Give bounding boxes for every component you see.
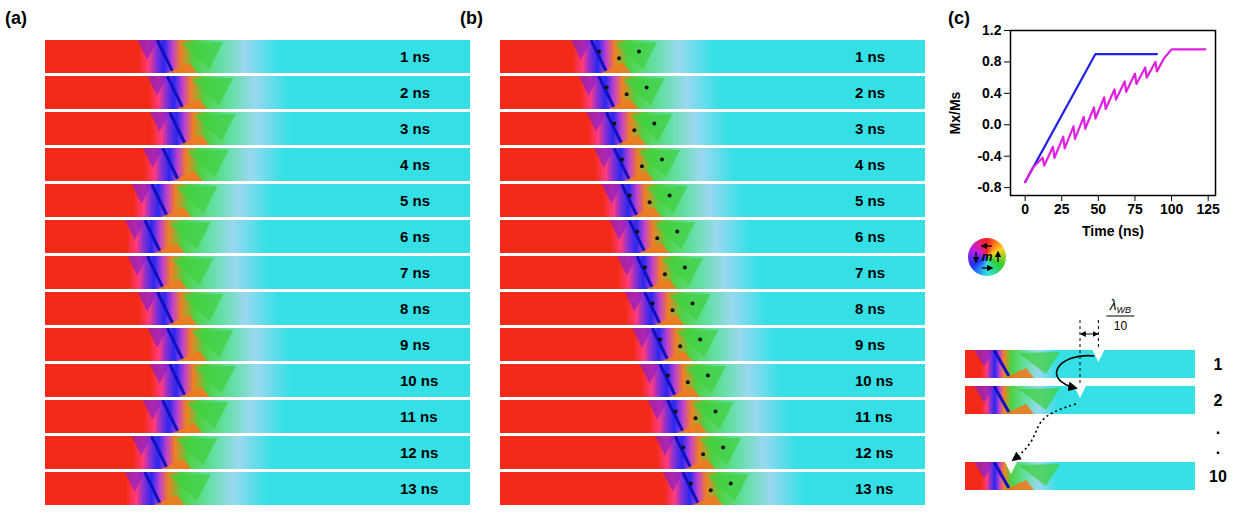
svg-text:6 ns: 6 ns: [400, 228, 430, 245]
svg-text:1: 1: [1214, 356, 1223, 373]
svg-text:8 ns: 8 ns: [855, 300, 885, 317]
svg-text:(b): (b): [460, 8, 483, 28]
svg-text:.: .: [1216, 420, 1220, 437]
svg-text:.: .: [1216, 440, 1220, 457]
svg-text:4 ns: 4 ns: [400, 156, 430, 173]
svg-text:2: 2: [1214, 392, 1223, 409]
svg-text:5 ns: 5 ns: [855, 192, 885, 209]
svg-text:Time (ns): Time (ns): [1082, 223, 1144, 239]
svg-text:8 ns: 8 ns: [400, 300, 430, 317]
svg-text:100: 100: [1160, 201, 1184, 217]
svg-text:3 ns: 3 ns: [855, 120, 885, 137]
svg-text:0.4: 0.4: [982, 85, 1002, 101]
svg-text:10 ns: 10 ns: [400, 372, 438, 389]
svg-text:0.8: 0.8: [982, 53, 1002, 69]
svg-text:1 ns: 1 ns: [855, 48, 885, 65]
svg-text:6 ns: 6 ns: [855, 228, 885, 245]
svg-text:7 ns: 7 ns: [855, 264, 885, 281]
svg-text:-0.8: -0.8: [977, 179, 1001, 195]
svg-text:13 ns: 13 ns: [855, 480, 893, 497]
svg-text:11 ns: 11 ns: [400, 408, 438, 425]
svg-text:10: 10: [1209, 468, 1227, 485]
svg-text:9 ns: 9 ns: [855, 336, 885, 353]
svg-text:m: m: [982, 250, 993, 264]
svg-text:25: 25: [1054, 201, 1070, 217]
svg-text:-0.4: -0.4: [977, 148, 1001, 164]
svg-text:0.0: 0.0: [982, 116, 1002, 132]
svg-text:4 ns: 4 ns: [855, 156, 885, 173]
svg-text:2 ns: 2 ns: [855, 84, 885, 101]
svg-text:Mx/Ms: Mx/Ms: [947, 91, 963, 134]
svg-text:11 ns: 11 ns: [855, 408, 893, 425]
svg-text:(c): (c): [948, 8, 970, 28]
svg-text:12 ns: 12 ns: [855, 444, 893, 461]
svg-text:3 ns: 3 ns: [400, 120, 430, 137]
svg-text:7 ns: 7 ns: [400, 264, 430, 281]
svg-text:1 ns: 1 ns: [400, 48, 430, 65]
svg-text:13 ns: 13 ns: [400, 480, 438, 497]
svg-text:75: 75: [1127, 201, 1143, 217]
svg-text:5 ns: 5 ns: [400, 192, 430, 209]
svg-text:0: 0: [1021, 201, 1029, 217]
svg-text:10 ns: 10 ns: [855, 372, 893, 389]
svg-text:λWB: λWB: [1109, 297, 1131, 315]
svg-text:9 ns: 9 ns: [400, 336, 430, 353]
svg-text:1.2: 1.2: [982, 22, 1002, 38]
svg-text:12 ns: 12 ns: [400, 444, 438, 461]
svg-text:10: 10: [1114, 319, 1128, 333]
svg-text:125: 125: [1196, 201, 1220, 217]
svg-text:(a): (a): [5, 8, 27, 28]
svg-text:2 ns: 2 ns: [400, 84, 430, 101]
svg-text:50: 50: [1091, 201, 1107, 217]
